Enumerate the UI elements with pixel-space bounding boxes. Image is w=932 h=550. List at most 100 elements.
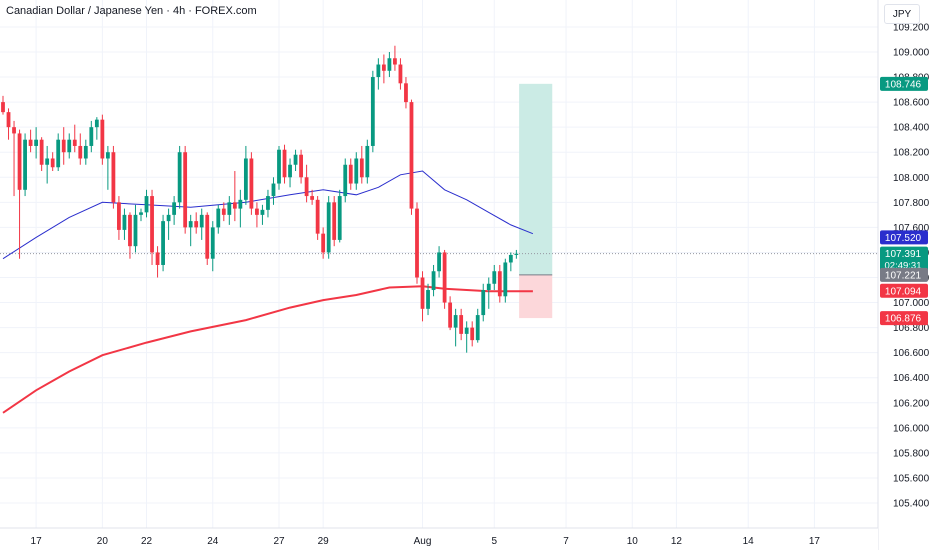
- price-label-bg: [880, 267, 928, 282]
- countdown-label: 02:49:31: [885, 261, 922, 272]
- candle-body: [437, 252, 441, 272]
- candle-body: [83, 145, 88, 159]
- y-tick-label: 108.400: [893, 123, 930, 134]
- candle-body: [453, 315, 458, 328]
- candle-body: [326, 202, 331, 253]
- candle-body: [354, 158, 359, 184]
- x-tick-label: 10: [627, 536, 639, 547]
- candle-body: [1, 102, 5, 113]
- candle-body: [348, 164, 353, 184]
- candle-body: [321, 233, 326, 253]
- candle-body: [6, 112, 11, 128]
- candle-body: [183, 152, 188, 228]
- price-label: 108.746: [885, 79, 922, 90]
- x-tick-label: 17: [31, 536, 43, 547]
- candle-body: [497, 271, 502, 297]
- candle-body: [232, 202, 237, 209]
- candle-body: [508, 254, 513, 263]
- y-tick-label: 105.800: [893, 448, 930, 459]
- candle-body: [216, 208, 221, 228]
- x-tick-label: 5: [491, 536, 497, 547]
- price-label-bg: [880, 283, 928, 298]
- candle-body: [210, 227, 215, 259]
- candle-body: [271, 183, 276, 197]
- candle-body: [50, 158, 55, 168]
- candle-body: [111, 152, 116, 203]
- time-axis: [0, 528, 878, 550]
- candle-body: [337, 196, 342, 240]
- candle-body: [161, 221, 165, 265]
- candle-body: [359, 158, 364, 178]
- x-tick-label: Aug: [414, 536, 432, 547]
- candle-body: [67, 139, 72, 153]
- candle-body: [370, 77, 375, 146]
- candle-body: [199, 214, 204, 228]
- candle-body: [266, 196, 270, 210]
- candle-body: [39, 139, 44, 165]
- price-label-bg: [880, 230, 928, 245]
- candle-body: [72, 139, 77, 146]
- candle-body: [221, 208, 226, 215]
- target-zone: [519, 83, 553, 275]
- candle-body: [255, 208, 259, 215]
- candle-body: [56, 139, 61, 168]
- candle-body: [293, 154, 298, 165]
- candle-body: [238, 199, 243, 209]
- x-tick-label: 12: [671, 536, 683, 547]
- candle-body: [409, 102, 414, 209]
- price-label: 107.520: [885, 233, 922, 244]
- y-tick-label: 106.400: [893, 373, 930, 384]
- candle-body: [426, 290, 430, 309]
- y-tick-label: 107.000: [893, 298, 930, 309]
- price-label-bg: [880, 76, 928, 91]
- y-tick-label: 105.400: [893, 499, 930, 510]
- candle-body: [89, 127, 94, 146]
- candle-body: [166, 214, 171, 222]
- candle-body: [475, 315, 480, 341]
- currency-button[interactable]: JPY: [884, 4, 920, 24]
- y-tick-label: 107.600: [893, 223, 930, 234]
- x-tick-label: 22: [141, 536, 153, 547]
- candle-body: [459, 315, 464, 334]
- ma-long-line: [2, 285, 533, 414]
- candle-body: [17, 133, 22, 190]
- candle-body: [122, 214, 127, 230]
- y-tick-label: 109.200: [893, 22, 930, 33]
- y-tick-label: 108.600: [893, 98, 930, 109]
- candle-body: [12, 127, 16, 134]
- y-tick-label: 106.600: [893, 348, 930, 359]
- candle-body: [117, 202, 121, 230]
- y-tick-label: 105.600: [893, 473, 930, 484]
- candle-body: [45, 158, 50, 165]
- candle-body: [381, 64, 386, 71]
- candle-body: [155, 252, 160, 265]
- candle-body: [387, 58, 392, 71]
- candle-body: [404, 83, 408, 103]
- y-tick-label: 108.200: [893, 148, 930, 159]
- y-tick-label: 109.000: [893, 48, 930, 59]
- candle-body: [393, 58, 397, 65]
- candle-body: [28, 139, 33, 146]
- candle-body: [34, 139, 39, 146]
- candle-body: [376, 64, 381, 78]
- y-tick-label: 106.000: [893, 423, 930, 434]
- candle-body: [150, 196, 154, 253]
- candle-body: [144, 196, 149, 213]
- chart-title: Canadian Dollar / Japanese Yen · 4h · FO…: [6, 5, 257, 17]
- candle-body: [61, 139, 66, 153]
- candle-body: [78, 145, 83, 159]
- x-tick-label: 14: [743, 536, 755, 547]
- price-label-bg: [880, 311, 928, 326]
- candle-body: [194, 221, 199, 228]
- candle-body: [304, 177, 309, 197]
- candle-body: [315, 199, 320, 234]
- candle-body: [282, 149, 287, 178]
- x-tick-label: 29: [318, 536, 330, 547]
- candle-body: [464, 327, 469, 334]
- candle-body: [133, 214, 138, 247]
- x-tick-label: 17: [809, 536, 821, 547]
- candle-body: [492, 271, 497, 284]
- candle-body: [448, 302, 453, 328]
- candle-body: [481, 290, 486, 316]
